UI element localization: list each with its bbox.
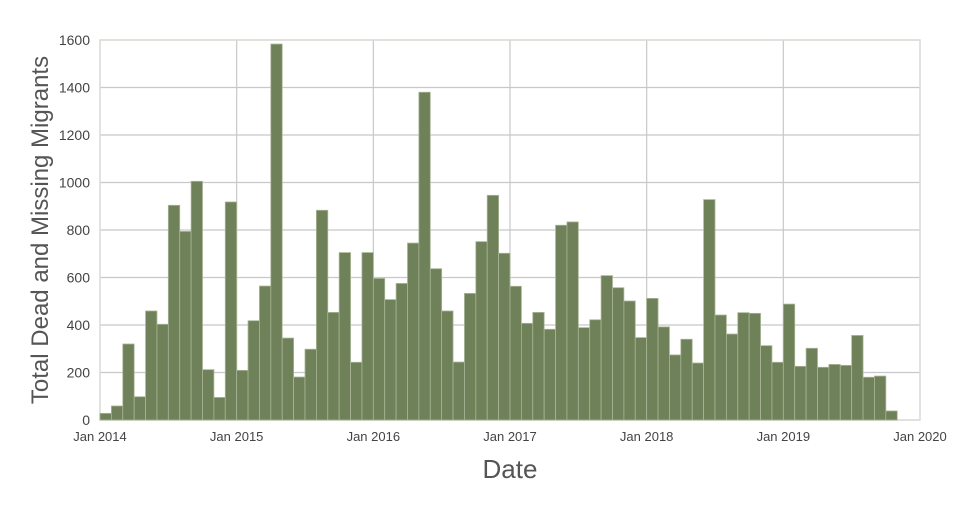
bar — [612, 287, 625, 421]
y-tick-label: 400 — [67, 317, 91, 333]
bar — [213, 397, 226, 421]
bar — [646, 297, 659, 421]
bar — [555, 224, 568, 421]
y-tick-label: 1200 — [59, 127, 90, 143]
bar — [236, 369, 249, 421]
bar — [771, 361, 784, 421]
bar — [327, 312, 340, 421]
bar — [384, 299, 397, 421]
x-tick-label: Jan 2020 — [893, 429, 947, 444]
bar — [805, 347, 818, 421]
bar — [839, 364, 853, 421]
bar — [703, 199, 716, 421]
x-tick-label: Jan 2015 — [210, 429, 264, 444]
bar — [475, 241, 488, 421]
x-tick-label: Jan 2019 — [757, 429, 811, 444]
bar — [110, 405, 124, 421]
bar — [190, 180, 203, 421]
bar — [589, 319, 602, 421]
bar — [691, 362, 705, 421]
y-tick-label: 800 — [67, 222, 91, 238]
bar — [338, 252, 351, 421]
bar — [600, 275, 613, 421]
x-tick-label: Jan 2016 — [347, 429, 401, 444]
bar — [145, 310, 158, 421]
bar — [179, 231, 192, 421]
bar — [543, 328, 556, 421]
bar — [657, 326, 670, 421]
bar — [133, 396, 146, 421]
bar — [99, 412, 112, 421]
bar — [315, 209, 329, 421]
bar — [361, 252, 374, 421]
bar — [350, 361, 363, 421]
bar — [509, 285, 522, 421]
bar — [247, 320, 260, 421]
x-tick-label: Jan 2014 — [73, 429, 127, 444]
bar — [566, 221, 579, 421]
x-tick-label: Jan 2017 — [483, 429, 537, 444]
bar — [441, 310, 454, 421]
y-tick-label: 1000 — [59, 175, 90, 191]
bar — [862, 376, 875, 421]
bars — [99, 43, 898, 421]
x-axis-label: Date — [483, 454, 538, 484]
bar — [259, 285, 272, 421]
bar — [828, 364, 841, 421]
bar — [452, 361, 465, 421]
y-tick-label: 600 — [67, 270, 91, 286]
bar — [532, 312, 545, 421]
bar — [623, 300, 636, 421]
bar — [395, 283, 408, 421]
bar — [122, 343, 135, 421]
bar — [634, 337, 648, 421]
x-tick-label: Jan 2018 — [620, 429, 674, 444]
bar — [429, 268, 443, 421]
bar — [577, 327, 591, 421]
bar — [486, 194, 500, 421]
bar — [737, 312, 750, 421]
bar — [202, 369, 215, 421]
bar — [498, 252, 511, 421]
bar — [760, 345, 773, 421]
bar — [817, 366, 830, 421]
y-tick-label: 1400 — [59, 80, 90, 96]
bar — [167, 204, 181, 421]
bar — [156, 323, 169, 421]
bar — [270, 43, 283, 421]
bar — [885, 410, 898, 421]
bar — [520, 322, 534, 421]
bar — [281, 337, 295, 421]
bar — [304, 348, 317, 421]
bar — [669, 354, 682, 421]
bar — [794, 365, 807, 421]
bar — [372, 278, 386, 421]
bar — [680, 338, 693, 421]
y-axis-label: Total Dead and Missing Migrants — [27, 56, 54, 404]
bar — [782, 303, 796, 421]
bar — [725, 333, 739, 421]
x-axis-ticks: Jan 2014 Jan 2015 Jan 2016 Jan 2017 Jan 2018… — [73, 429, 947, 444]
bar — [224, 201, 238, 421]
bar — [293, 376, 306, 421]
y-tick-label: 1600 — [59, 32, 90, 48]
bar — [851, 335, 864, 421]
bar — [464, 293, 477, 421]
bar — [407, 242, 420, 421]
bar — [748, 312, 761, 421]
bar — [418, 91, 431, 421]
bar — [874, 375, 887, 421]
y-tick-label: 200 — [67, 365, 91, 381]
bar — [714, 314, 727, 421]
y-axis-ticks: 0 200 400 600 800 1000 1200 1400 1600 — [59, 32, 90, 428]
y-tick-label: 0 — [82, 412, 90, 428]
